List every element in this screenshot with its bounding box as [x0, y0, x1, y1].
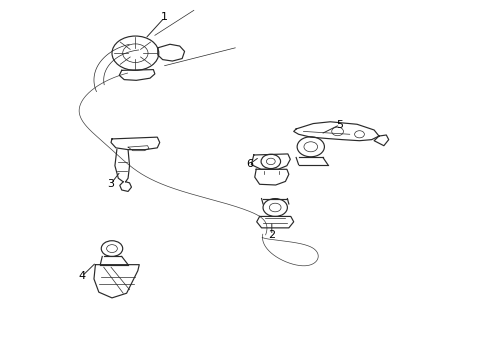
Text: 3: 3 [107, 179, 115, 189]
Text: 6: 6 [246, 159, 253, 169]
Text: 1: 1 [161, 13, 168, 22]
Text: 5: 5 [337, 120, 343, 130]
Text: 4: 4 [78, 271, 85, 282]
Text: 2: 2 [268, 230, 275, 240]
